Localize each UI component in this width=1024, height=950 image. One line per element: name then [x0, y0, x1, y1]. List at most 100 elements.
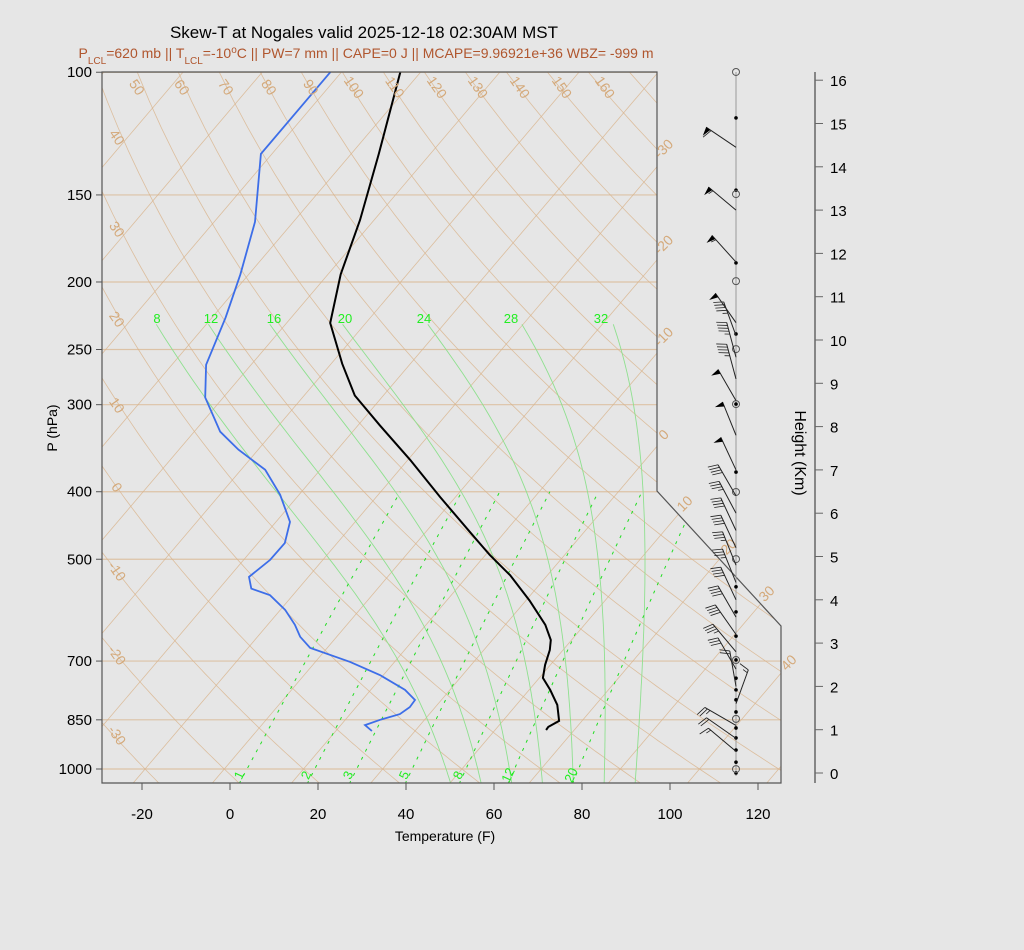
barb-half — [705, 710, 711, 715]
barb-pennant — [706, 235, 716, 243]
barb-half — [718, 488, 724, 491]
dry-adiabat — [342, 72, 781, 783]
barb-shaft — [722, 401, 737, 436]
plot-frame — [101, 71, 782, 784]
mixing-ratio-label: 5 — [396, 769, 413, 782]
wind-barb — [707, 585, 737, 618]
barb-shaft — [726, 344, 737, 380]
height-tick-label: 15 — [830, 117, 847, 134]
height-circle — [732, 345, 740, 354]
wind-barb — [713, 437, 737, 471]
y-tick-label: 200 — [67, 274, 92, 291]
barb-half — [706, 729, 711, 734]
y-tick-label: 300 — [67, 397, 92, 414]
wind-barb — [714, 401, 737, 436]
height-dot — [734, 470, 738, 474]
barb-shaft — [729, 650, 737, 687]
y2-axis-label: Height (Km) — [791, 410, 808, 495]
wind-barb — [710, 514, 737, 549]
dry-adiabat — [383, 72, 781, 783]
barb-shaft — [726, 322, 737, 358]
dry-adiabat-label: 160 — [592, 73, 619, 101]
height-tick-label: 7 — [830, 463, 838, 480]
barb-half — [742, 669, 748, 674]
barb-full — [706, 628, 717, 634]
mixing-ratio-label: 12 — [498, 765, 518, 784]
dry-adiabat — [259, 72, 781, 783]
dewpoint-profile — [204, 72, 417, 732]
barb-shaft — [708, 186, 737, 211]
isotherm — [102, 72, 184, 783]
barb-full — [716, 309, 727, 312]
barb-full — [708, 609, 719, 614]
barb-half — [724, 355, 730, 357]
isotherm — [102, 72, 422, 783]
y-tick-label: 850 — [67, 712, 92, 729]
dry-adiabat — [102, 72, 562, 783]
barb-full — [709, 466, 720, 471]
isotherm-label: -20 — [651, 232, 677, 258]
mixing-ratio-label: 3 — [340, 769, 357, 782]
y-tick-label: 250 — [67, 342, 92, 359]
dry-adiabat — [102, 72, 401, 783]
barb-full — [712, 548, 723, 551]
wind-barb — [705, 604, 737, 635]
isotherm — [291, 72, 781, 783]
wind-barb — [699, 727, 737, 752]
height-tick-label: 2 — [830, 679, 838, 696]
isotherm — [608, 72, 781, 783]
isotherm — [370, 72, 781, 783]
barb-shaft — [720, 514, 737, 549]
height-tick-label: 3 — [830, 636, 838, 653]
barb-full — [709, 588, 720, 592]
moist-adiabat-label: 24 — [417, 311, 431, 326]
wind-barb — [703, 623, 737, 653]
x-tick-label: 40 — [398, 806, 415, 823]
mixing-ratio-label: 1 — [231, 769, 248, 782]
dry-adiabat-label: -10 — [105, 558, 130, 584]
barb-full — [719, 652, 731, 655]
x-tick-label: 0 — [226, 806, 234, 823]
barb-shaft — [718, 481, 737, 514]
isotherm-label: -30 — [651, 136, 677, 162]
dry-adiabat-label: 150 — [549, 73, 576, 101]
height-dot — [734, 688, 738, 692]
y-tick-label: 500 — [67, 551, 92, 568]
barb-full — [719, 649, 730, 652]
wind-profile — [696, 67, 749, 776]
height-dot — [734, 710, 738, 714]
barb-pennant — [714, 401, 725, 408]
barb-shaft — [717, 585, 737, 618]
height-tick-label: 14 — [830, 160, 847, 177]
moist-adiabat — [342, 324, 543, 783]
barb-shaft — [720, 566, 737, 601]
barb-full — [699, 708, 708, 717]
wind-barb — [735, 663, 749, 704]
moist-adiabat — [521, 324, 606, 783]
height-tick-label: 9 — [830, 376, 838, 393]
barb-half — [720, 557, 726, 559]
dry-adiabat — [136, 72, 781, 783]
x-tick-label: 100 — [657, 806, 682, 823]
barb-full — [712, 520, 724, 523]
barb-full — [739, 663, 749, 671]
barb-shaft — [714, 604, 737, 635]
barb-half — [713, 630, 719, 634]
barb-full — [705, 626, 715, 632]
dry-adiabat-label: 110 — [382, 73, 408, 101]
barb-full — [712, 572, 724, 575]
barb-pennant — [713, 437, 723, 443]
isotherm — [0, 72, 25, 783]
barb-shaft — [717, 464, 737, 497]
isotherm — [528, 72, 781, 783]
dry-adiabat — [218, 72, 781, 783]
moist-adiabat-label: 32 — [594, 311, 608, 326]
barb-half — [708, 190, 714, 195]
barb-full — [714, 304, 725, 306]
wind-barb — [707, 637, 737, 670]
barb-full — [712, 502, 724, 506]
height-tick-label: 8 — [830, 420, 838, 437]
dry-adiabat — [465, 72, 781, 783]
barb-full — [710, 469, 722, 473]
